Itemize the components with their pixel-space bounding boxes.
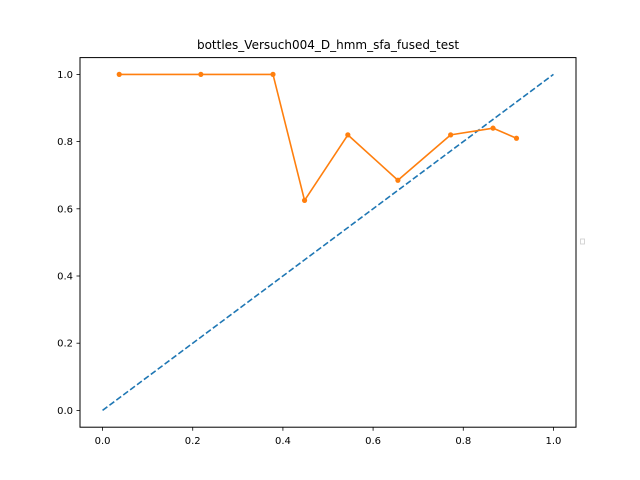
- y-axis: 0.0 0.2 0.4 0.6 0.8 1.0: [57, 70, 80, 417]
- series-1-point: [301, 197, 308, 203]
- chart-title: bottles_Versuch004_D_hmm_sfa_fused_test: [197, 38, 459, 52]
- y-tick-label: 1.0: [57, 70, 73, 81]
- x-tick-label: 1.0: [546, 436, 562, 447]
- x-axis: 0.0 0.2 0.4 0.6 0.8 1.0: [95, 427, 562, 447]
- series-1-point: [395, 177, 401, 183]
- plot-area: 0.0 0.2 0.4 0.6 0.8 1.0 0.0 0.2 0.4 0.6 0.8 1.0: [57, 57, 577, 447]
- legend: [580, 238, 585, 245]
- series-1-point: [345, 132, 351, 138]
- x-tick-label: 0.2: [185, 436, 201, 447]
- y-tick-label: 0.6: [57, 204, 73, 215]
- x-tick-label: 0.8: [455, 436, 471, 447]
- axes-frame: [79, 57, 577, 428]
- series-layer: [102, 71, 554, 412]
- y-tick-label: 0.2: [57, 339, 73, 350]
- y-tick-label: 0.8: [57, 137, 73, 148]
- x-tick-label: 0.4: [275, 436, 291, 447]
- series-1-point: [490, 125, 496, 131]
- x-tick-label: 0.0: [95, 436, 111, 447]
- x-tick-label: 0.6: [365, 436, 381, 447]
- y-tick-label: 0.4: [57, 272, 73, 283]
- series-1-point: [270, 71, 276, 77]
- series-1-point: [513, 135, 520, 141]
- series-1-point: [198, 71, 204, 77]
- y-tick-label: 0.0: [57, 406, 73, 417]
- series-1-point: [448, 132, 454, 138]
- series-1-point: [116, 71, 122, 77]
- legend-box: [580, 238, 585, 245]
